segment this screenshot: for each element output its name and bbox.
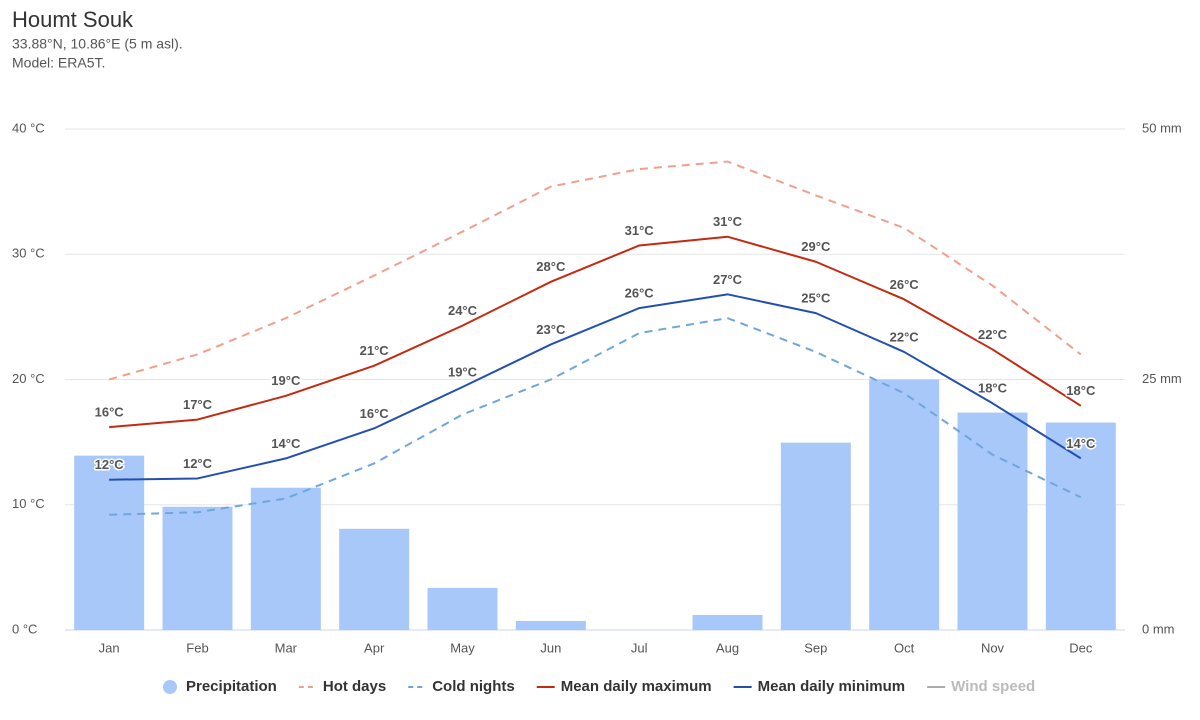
legend-item[interactable]: Precipitation: [163, 678, 277, 695]
data-label: 19°C: [448, 364, 478, 379]
x-tick-label: Dec: [1069, 640, 1093, 655]
data-label: 16°C: [360, 406, 390, 421]
bar: [515, 620, 586, 630]
bar: [427, 587, 498, 630]
legend-item[interactable]: Cold nights: [408, 678, 515, 695]
data-label: 12°C: [183, 456, 213, 471]
bar: [339, 528, 410, 630]
line: [109, 317, 1082, 516]
data-label: 14°C: [1066, 436, 1096, 451]
legend-label: Cold nights: [432, 678, 515, 695]
bar: [74, 455, 145, 630]
legend-label: Precipitation: [186, 678, 277, 695]
x-tick-label: Jan: [99, 640, 120, 655]
x-tick-label: Mar: [275, 640, 298, 655]
x-tick-label: Feb: [186, 640, 208, 655]
chart-title: Houmt Souk: [12, 7, 134, 32]
data-label: 16°C: [95, 405, 125, 420]
line: [108, 160, 1082, 381]
x-tick-label: May: [450, 640, 475, 655]
x-tick-label: Apr: [364, 640, 385, 655]
data-label: 26°C: [890, 277, 920, 292]
legend-label: Mean daily minimum: [758, 678, 906, 695]
legend-swatch: [163, 680, 177, 694]
line: [109, 293, 1082, 481]
bar: [250, 487, 321, 630]
data-label: 31°C: [625, 223, 655, 238]
bar: [162, 506, 233, 630]
legend-label: Hot days: [323, 678, 386, 695]
y-tick-label: 10 °C: [12, 496, 45, 511]
chart-subtitle: Model: ERA5T.: [12, 55, 105, 71]
data-label: 22°C: [978, 327, 1008, 342]
x-tick-label: Oct: [894, 640, 915, 655]
x-tick-label: Sep: [804, 640, 827, 655]
data-label: 23°C: [536, 322, 566, 337]
y-tick-label: 30 °C: [12, 246, 45, 261]
legend-item[interactable]: Hot days: [298, 678, 386, 695]
data-label: 22°C: [890, 329, 920, 344]
data-label: 21°C: [360, 343, 390, 358]
data-label: 17°C: [183, 397, 213, 412]
legend-label: Mean daily maximum: [561, 678, 712, 695]
x-tick-label: Aug: [716, 640, 739, 655]
legend-item[interactable]: Mean daily minimum: [733, 678, 906, 695]
legend-item[interactable]: Wind speed: [927, 678, 1035, 695]
data-label: 26°C: [625, 286, 655, 301]
y-tick-label: 40 °C: [12, 120, 45, 135]
bar: [780, 442, 851, 630]
x-tick-label: Jun: [540, 640, 561, 655]
data-label: 25°C: [801, 291, 831, 306]
y-tick-label: 20 °C: [12, 371, 45, 386]
data-label: 27°C: [713, 272, 743, 287]
legend-label: Wind speed: [951, 678, 1035, 695]
data-label: 29°C: [801, 239, 831, 254]
data-label: 19°C: [271, 373, 301, 388]
data-label: 31°C: [713, 214, 743, 229]
bar: [1045, 422, 1116, 630]
y2-tick-label: 50 mm: [1142, 120, 1182, 135]
data-label: 14°C: [271, 436, 301, 451]
data-label: 28°C: [536, 259, 566, 274]
y-tick-label: 0 °C: [12, 621, 37, 636]
data-label: 24°C: [448, 303, 478, 318]
chart-subtitle: 33.88°N, 10.86°E (5 m asl).: [12, 36, 183, 52]
data-label: 18°C: [978, 381, 1008, 396]
bar: [957, 412, 1028, 630]
x-tick-label: Jul: [631, 640, 648, 655]
data-label: 18°C: [1066, 383, 1096, 398]
y2-tick-label: 0 mm: [1142, 621, 1175, 636]
y2-tick-label: 25 mm: [1142, 371, 1182, 386]
legend-item[interactable]: Mean daily maximum: [536, 678, 712, 695]
line: [109, 235, 1082, 429]
bar: [869, 379, 940, 630]
data-label: 12°C: [95, 457, 125, 472]
x-tick-label: Nov: [981, 640, 1005, 655]
bar: [692, 614, 763, 630]
